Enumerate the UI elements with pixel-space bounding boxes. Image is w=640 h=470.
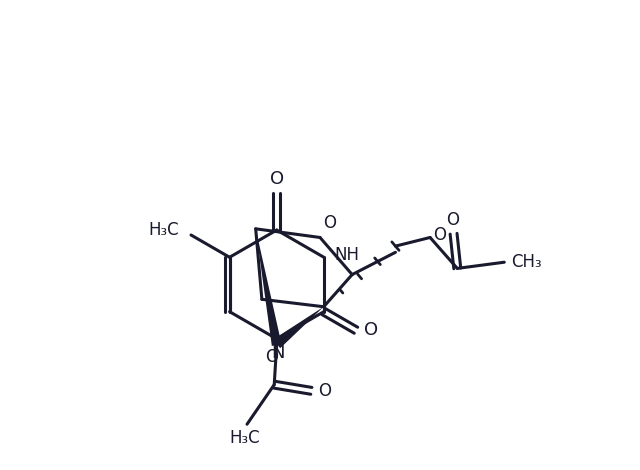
Text: O: O bbox=[269, 170, 284, 188]
Polygon shape bbox=[273, 307, 324, 348]
Text: O: O bbox=[364, 321, 378, 339]
Text: O: O bbox=[323, 214, 337, 232]
Text: O: O bbox=[265, 348, 278, 367]
Text: NH: NH bbox=[335, 246, 360, 264]
Text: O: O bbox=[446, 211, 459, 229]
Text: CH₃: CH₃ bbox=[511, 253, 542, 271]
Text: O: O bbox=[319, 382, 332, 400]
Text: N: N bbox=[271, 344, 285, 361]
Text: H₃C: H₃C bbox=[148, 221, 179, 239]
Polygon shape bbox=[256, 229, 282, 346]
Text: O: O bbox=[433, 226, 447, 244]
Text: H₃C: H₃C bbox=[229, 429, 260, 447]
